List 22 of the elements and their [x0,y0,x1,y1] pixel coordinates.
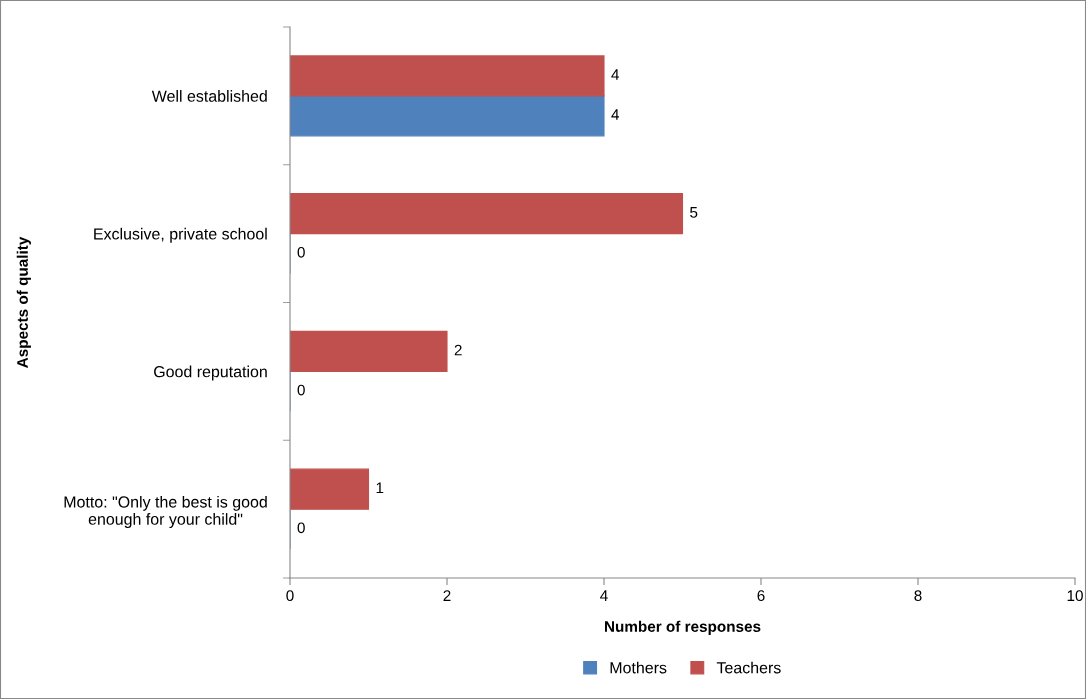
x-tick-label: 6 [757,590,765,602]
data-label: 0 [297,384,305,396]
data-label: 2 [454,344,462,356]
x-tick-label: 0 [286,590,294,602]
x-axis-title: Number of responses [605,620,761,635]
x-tick-label: 2 [443,590,451,601]
y-tick-label: Exclusive, private school [94,227,267,243]
legend-label: Teachers [716,661,781,674]
data-label: 4 [611,109,619,120]
data-label: 4 [611,69,619,80]
y-tick-label: Good reputation [154,365,267,381]
x-tick-label: 8 [914,590,922,602]
x-tick-label: 4 [600,590,608,601]
data-label: 5 [690,207,698,218]
y-tick-label: Well established [151,90,267,102]
x-tick-label: 10 [1067,590,1083,602]
data-label: 0 [297,246,305,258]
data-label: 0 [297,522,305,534]
y-tick-label: Motto: "Only the best is good enough for your child" [64,495,267,528]
data-label: 1 [376,482,384,494]
legend-label: Mothers [610,661,667,674]
y-axis-title: Aspects of quality [16,236,31,368]
